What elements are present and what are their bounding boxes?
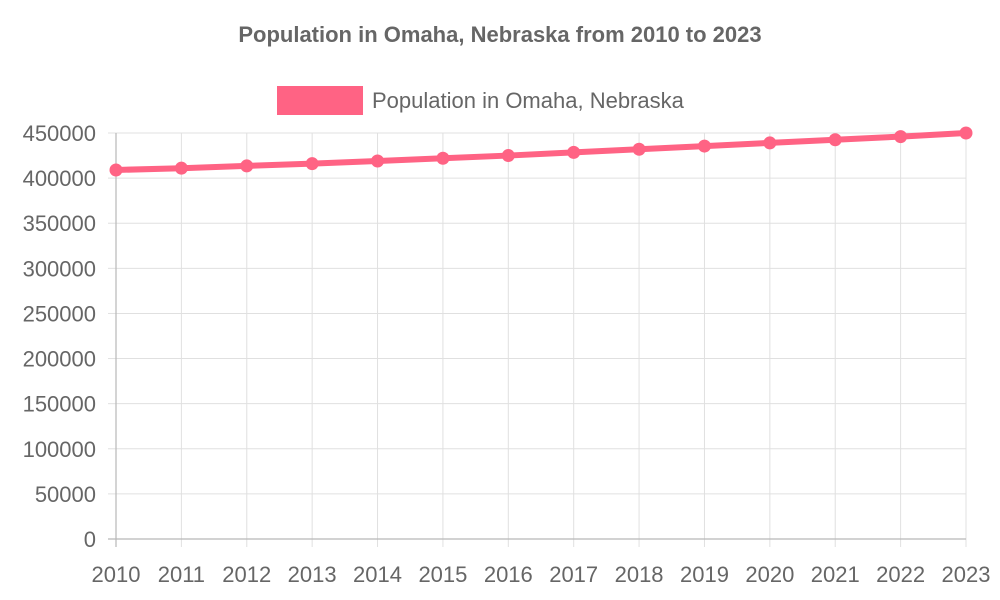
x-tick-label: 2023 xyxy=(942,562,991,587)
data-point[interactable] xyxy=(697,139,711,153)
legend-label: Population in Omaha, Nebraska xyxy=(372,88,685,113)
y-tick-label: 150000 xyxy=(23,392,96,417)
y-tick-label: 450000 xyxy=(23,121,96,146)
y-tick-label: 400000 xyxy=(23,166,96,191)
y-tick-label: 100000 xyxy=(23,437,96,462)
y-tick-label: 300000 xyxy=(23,256,96,281)
x-tick-label: 2017 xyxy=(549,562,598,587)
x-tick-label: 2019 xyxy=(680,562,729,587)
chart-title: Population in Omaha, Nebraska from 2010 … xyxy=(238,22,761,47)
data-point[interactable] xyxy=(567,145,581,159)
series-line xyxy=(113,130,969,173)
y-tick-label: 0 xyxy=(84,527,96,552)
y-tick-label: 250000 xyxy=(23,301,96,326)
legend[interactable]: Population in Omaha, Nebraska xyxy=(277,86,685,115)
data-point[interactable] xyxy=(305,157,319,171)
y-tick-label: 350000 xyxy=(23,211,96,236)
x-tick-label: 2013 xyxy=(288,562,337,587)
data-point[interactable] xyxy=(828,133,842,147)
x-tick-label: 2021 xyxy=(811,562,860,587)
x-tick-label: 2015 xyxy=(418,562,467,587)
data-point[interactable] xyxy=(436,151,450,165)
data-point[interactable] xyxy=(240,159,254,173)
legend-swatch xyxy=(277,86,363,115)
x-tick-label: 2022 xyxy=(876,562,925,587)
x-tick-label: 2020 xyxy=(745,562,794,587)
data-point[interactable] xyxy=(109,163,123,177)
grid xyxy=(116,132,967,539)
data-point[interactable] xyxy=(959,126,973,140)
axes xyxy=(108,132,967,547)
data-point[interactable] xyxy=(501,149,515,163)
x-tick-label: 2016 xyxy=(484,562,533,587)
data-series xyxy=(109,126,973,177)
x-tick-label: 2014 xyxy=(353,562,402,587)
x-tick-label: 2011 xyxy=(158,562,205,587)
y-tick-label: 200000 xyxy=(23,347,96,372)
data-point[interactable] xyxy=(632,142,646,156)
x-tick-label: 2012 xyxy=(222,562,271,587)
data-point[interactable] xyxy=(174,161,188,175)
y-tick-label: 50000 xyxy=(35,482,96,507)
x-axis-tick-labels: 2010 2011 2012 2013 2014 2015 2016 2017 2018 2019… xyxy=(92,562,991,587)
data-point[interactable] xyxy=(763,136,777,150)
x-tick-label: 2010 xyxy=(92,562,141,587)
data-point[interactable] xyxy=(894,130,908,144)
y-axis-tick-labels: 0 50000 100000 150000 200000 250000 300000 3500… xyxy=(23,121,96,552)
x-tick-label: 2018 xyxy=(615,562,664,587)
data-point[interactable] xyxy=(371,154,385,168)
